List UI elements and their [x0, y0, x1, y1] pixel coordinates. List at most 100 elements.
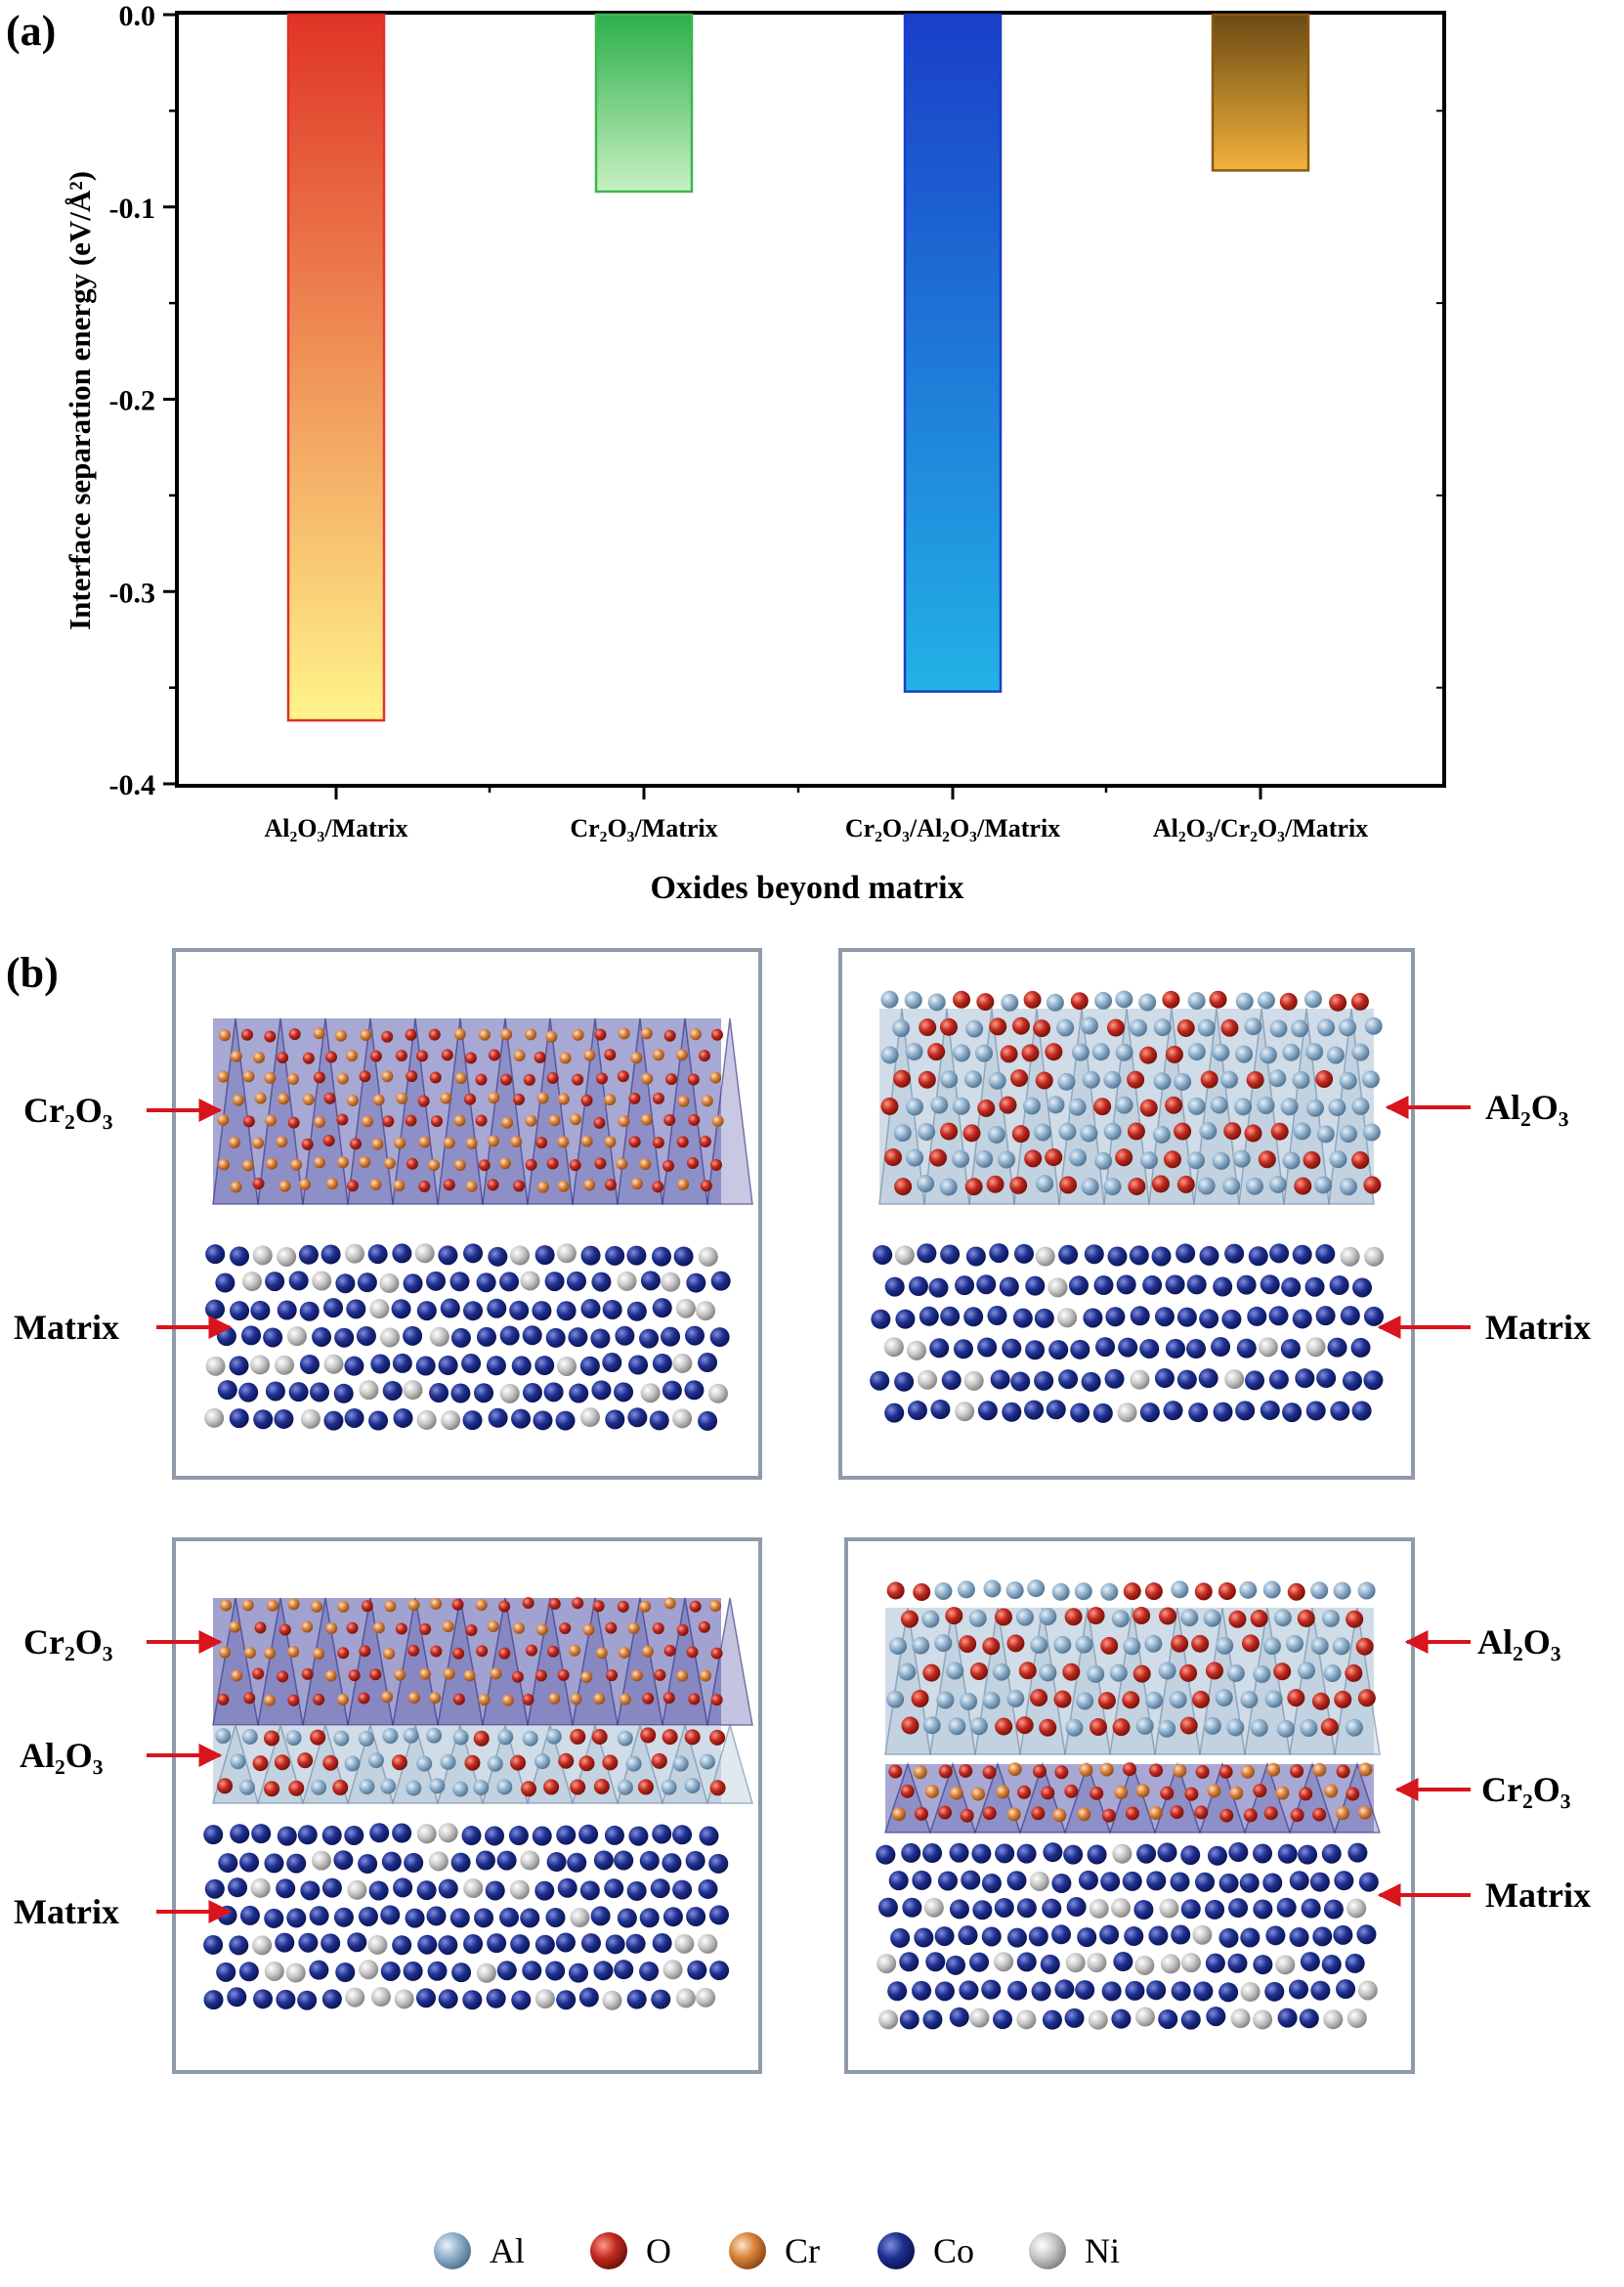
atom-ni [1346, 2007, 1367, 2028]
atom-co [1081, 1371, 1101, 1392]
atom-al [987, 1125, 1005, 1144]
atom-cr [334, 1029, 347, 1042]
atom-cr [640, 1027, 653, 1040]
atom-o [252, 1755, 269, 1772]
atom-cr [711, 1114, 724, 1127]
atom-o [1100, 1636, 1119, 1655]
atom-co [912, 1870, 932, 1890]
atom-al [1226, 1718, 1245, 1737]
atom-ni [662, 1960, 683, 1980]
atom-co [941, 1370, 962, 1391]
atom-cr [407, 1599, 420, 1612]
atom-o [1011, 1125, 1030, 1144]
atom-co [557, 1877, 577, 1898]
atom-ni [672, 1353, 693, 1373]
atom-o [1336, 1764, 1350, 1779]
atom-al [975, 1149, 994, 1168]
atom-co [1350, 1337, 1371, 1358]
atom-o [595, 1072, 608, 1085]
atom-o [523, 1073, 535, 1086]
atom-al [1244, 1017, 1262, 1036]
atom-cr [453, 1028, 466, 1041]
atom-o [594, 1157, 607, 1170]
atom-cr [1007, 1762, 1022, 1777]
atom-ni [345, 1987, 365, 2007]
atom-co [1277, 1843, 1298, 1864]
atom-co [1345, 1953, 1365, 1973]
atom-co [358, 1906, 378, 1926]
atom-cr [604, 1094, 617, 1106]
atom-co [485, 1826, 505, 1846]
atom-co [1070, 1402, 1090, 1423]
atom-o [322, 1754, 339, 1771]
atom-co [894, 1371, 915, 1392]
atom-al [625, 1755, 642, 1772]
atom-co [228, 1877, 248, 1898]
atom-cr [478, 1028, 491, 1041]
atom-co [321, 1877, 342, 1898]
atom-co [995, 1843, 1015, 1864]
atom-co [253, 1409, 274, 1430]
atom-co [602, 1299, 622, 1319]
atom-cr [640, 1113, 653, 1126]
atom-cr [230, 1050, 242, 1062]
atom-al [1087, 1664, 1105, 1683]
atom-o [1024, 1149, 1043, 1168]
atom-al [1056, 1018, 1075, 1037]
atom-co [449, 1908, 470, 1928]
atom-ni [252, 1935, 273, 1956]
atom-ni [907, 1340, 927, 1360]
atom-o [710, 1028, 723, 1041]
atom-al [936, 1691, 955, 1709]
atom-co [590, 1328, 611, 1349]
atom-o [322, 1135, 335, 1147]
bar-chart: 0.0 -0.1 -0.2 -0.3 -0.4 Al₂O₃/Matrix Cr₂O₃/Ma… [63, 0, 1446, 906]
atom-o [1106, 1018, 1125, 1037]
atom-co [216, 1326, 236, 1347]
atom-cr [525, 1114, 537, 1127]
atom-o [1345, 1663, 1363, 1682]
atom-o [416, 1050, 429, 1062]
atom-ni [277, 1246, 297, 1267]
atom-cr [324, 1669, 337, 1682]
legend-item-ni: Ni [1029, 2231, 1120, 2270]
atom-o [700, 1180, 712, 1192]
atom-o [369, 1668, 382, 1681]
atom-al [1364, 1016, 1383, 1035]
atom-o [217, 1693, 230, 1705]
atom-co [976, 1274, 997, 1295]
atom-co [543, 1382, 564, 1402]
atom-co [440, 1298, 460, 1318]
atom-al [1262, 1637, 1281, 1656]
atom-ni [1035, 1246, 1055, 1267]
atom-o [1223, 1122, 1242, 1141]
atom-cr [510, 1136, 523, 1148]
atom-o [277, 1670, 289, 1683]
atom-ni [379, 1273, 400, 1293]
atom-co [672, 1825, 693, 1845]
atom-al [1234, 1098, 1253, 1116]
atom-o [938, 1764, 953, 1779]
atom-co [1078, 1870, 1098, 1890]
atom-al [1280, 1098, 1299, 1116]
legend-marker [729, 2232, 766, 2269]
atom-co [969, 1952, 990, 1972]
atom-co [392, 1353, 412, 1373]
atom-cr [689, 1028, 702, 1041]
atom-co [510, 1934, 531, 1955]
atom-o [1218, 1764, 1233, 1779]
atom-al [957, 1580, 975, 1599]
atom-al [886, 1690, 905, 1708]
atom-cr [313, 1027, 325, 1040]
atom-co [662, 1380, 682, 1401]
atom-co [1299, 2008, 1319, 2029]
atom-co [485, 1880, 505, 1901]
atom-al [1069, 1148, 1088, 1167]
atom-al [1030, 1636, 1048, 1655]
atom-o [960, 1808, 974, 1823]
atom-co [1358, 1872, 1379, 1892]
atom-al [1187, 991, 1206, 1010]
atom-al [965, 1019, 984, 1038]
atom-co [890, 1927, 911, 1948]
atom-o [1112, 1718, 1131, 1737]
